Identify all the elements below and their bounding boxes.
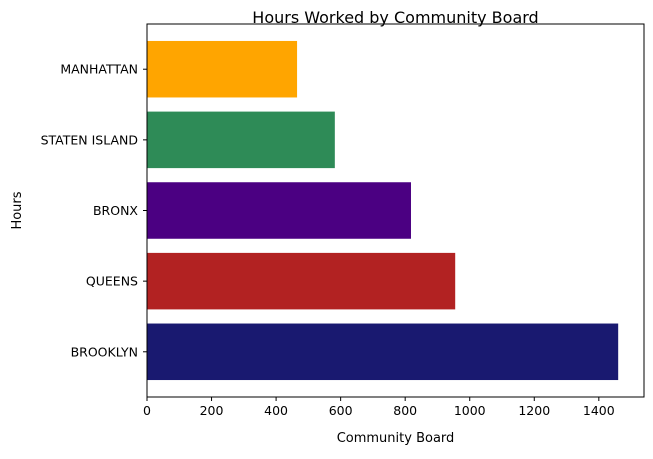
bar-brooklyn — [147, 323, 619, 381]
bars-layer — [147, 40, 619, 381]
bar-queens — [147, 252, 456, 310]
y-tick-label: MANHATTAN — [60, 62, 138, 77]
x-tick-label: 1000 — [454, 403, 486, 418]
x-tick-label: 600 — [329, 403, 353, 418]
y-axis-label: Hours — [10, 191, 25, 229]
y-tick-label: QUEENS — [86, 274, 138, 289]
x-tick-label: 1200 — [518, 403, 550, 418]
x-tick-label: 400 — [264, 403, 288, 418]
y-axis: BROOKLYN QUEENS BRONX STATEN ISLAND MANHATTA… — [41, 62, 147, 359]
y-tick-label: BRONX — [93, 203, 138, 218]
x-tick-label: 200 — [200, 403, 224, 418]
x-axis: 0 200 400 600 800 1000 1200 1400 — [143, 397, 615, 418]
y-tick-label: BROOKLYN — [71, 344, 138, 359]
bar-bronx — [147, 182, 411, 239]
x-tick-label: 1400 — [583, 403, 615, 418]
x-axis-label: Community Board — [337, 431, 455, 446]
bar-staten-island — [147, 111, 335, 169]
x-tick-label: 0 — [143, 403, 151, 418]
bar-manhattan — [147, 40, 298, 98]
y-tick-label: STATEN ISLAND — [41, 132, 138, 147]
chart-title: Hours Worked by Community Board — [252, 8, 538, 27]
x-tick-label: 800 — [393, 403, 417, 418]
